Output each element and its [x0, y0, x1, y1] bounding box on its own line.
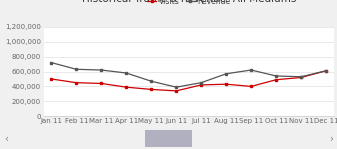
- Visits: [324, 70, 328, 72]
- Visits: [299, 77, 303, 78]
- Line: Revenue: Revenue: [50, 61, 328, 89]
- Revenue: [249, 69, 253, 71]
- Revenue: [324, 70, 328, 72]
- Visits: [74, 82, 78, 84]
- Revenue: [274, 75, 278, 77]
- Text: ‹: ‹: [4, 134, 8, 144]
- Revenue: [149, 80, 153, 82]
- Text: ›: ›: [329, 134, 333, 144]
- Bar: [145, 130, 192, 147]
- Revenue: [124, 72, 128, 74]
- Legend: Visits, Revenue: Visits, Revenue: [147, 0, 230, 6]
- Revenue: [174, 86, 178, 88]
- Revenue: [199, 82, 203, 84]
- Line: Visits: Visits: [50, 69, 328, 92]
- Visits: [49, 78, 53, 80]
- Visits: [124, 86, 128, 88]
- Revenue: [49, 62, 53, 63]
- Visits: [174, 90, 178, 92]
- Visits: [249, 86, 253, 87]
- Revenue: [74, 68, 78, 70]
- Visits: [224, 83, 228, 85]
- Title: Historical Traffic & Revenue: All Mediums: Historical Traffic & Revenue: All Medium…: [82, 0, 296, 4]
- Visits: [199, 84, 203, 86]
- Revenue: [99, 69, 103, 71]
- Visits: [99, 83, 103, 84]
- Visits: [274, 79, 278, 81]
- Revenue: [224, 73, 228, 75]
- Revenue: [299, 76, 303, 78]
- Visits: [149, 89, 153, 90]
